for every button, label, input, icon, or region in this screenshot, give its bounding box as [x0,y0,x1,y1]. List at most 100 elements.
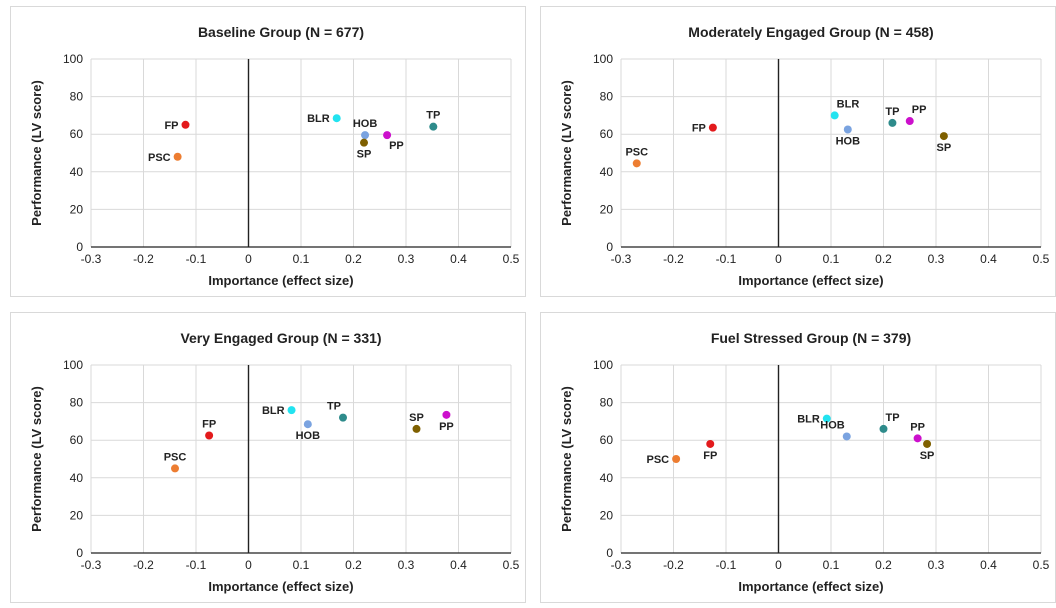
x-axis-label: Importance (effect size) [738,579,883,594]
point-label-psc: PSC [625,146,648,158]
y-tick-label: 100 [593,358,613,372]
chart-panel-fuel-stressed: Fuel Stressed Group (N = 379) 0 20 40 60 80 10… [540,312,1056,603]
point-label-sp: SP [920,450,935,462]
x-tick-label: 0.2 [875,558,892,572]
point-label-blr: BLR [797,414,820,426]
x-tick-label: -0.2 [133,252,154,266]
point-label-tp: TP [886,412,900,424]
y-tick-label: 80 [70,90,84,104]
point-label-sp: SP [357,149,372,161]
data-point-pp [913,434,922,443]
x-tick-label: -0.1 [186,252,207,266]
y-tick-label: 60 [70,433,84,447]
point-label-sp: SP [409,412,424,424]
x-tick-label: 0.3 [928,558,945,572]
x-tick-label: 0.5 [1033,252,1050,266]
x-tick-label: 0.1 [823,252,840,266]
x-tick-label: -0.3 [81,558,102,572]
y-tick-label: 80 [600,396,614,410]
data-point-tp [339,413,347,422]
chart-svg: Fuel Stressed Group (N = 379) 0 20 40 60 80 10… [559,330,1050,594]
y-axis-label: Performance (LV score) [559,80,574,226]
y-tick-label: 80 [600,90,614,104]
y-tick-label: 40 [600,165,614,179]
x-tick-label: 0.4 [980,558,997,572]
data-point-hob [843,125,852,134]
chart-title: Fuel Stressed Group (N = 379) [711,330,911,346]
x-tick-label: -0.1 [716,558,737,572]
x-tick-label: 0.5 [1033,558,1050,572]
y-tick-label: 0 [606,546,613,560]
y-tick-label: 20 [70,202,84,216]
y-tick-label: 100 [63,52,83,66]
point-label-pp: PP [389,140,404,152]
chart-title: Very Engaged Group (N = 331) [180,330,381,346]
data-point-sp [412,424,421,433]
x-axis-label: Importance (effect size) [738,273,883,288]
x-tick-label: -0.1 [716,252,737,266]
point-label-hob: HOB [836,136,861,148]
point-label-tp: TP [327,401,341,413]
x-tick-label: 0.1 [293,558,310,572]
data-point-psc [632,159,641,168]
point-label-hob: HOB [353,118,378,130]
point-label-tp: TP [426,110,440,122]
data-point-hob [303,420,312,429]
y-axis-label: Performance (LV score) [29,386,44,532]
y-tick-label: 80 [70,396,84,410]
x-tick-label: 0.2 [875,252,892,266]
chart-panel-very-engaged: Very Engaged Group (N = 331) 0 20 40 60 80 100… [10,312,526,603]
y-tick-label: 0 [76,546,83,560]
data-point-blr [287,406,296,415]
y-tick-label: 20 [600,508,614,522]
y-tick-label: 40 [70,471,84,485]
data-point-pp [905,117,914,126]
point-label-pp: PP [439,421,454,433]
data-point-sp [923,439,932,448]
data-point-hob [361,131,370,140]
point-label-psc: PSC [647,454,670,466]
x-tick-label: -0.1 [186,558,207,572]
x-tick-label: -0.3 [611,558,632,572]
x-tick-label: 0 [775,558,782,572]
x-tick-label: 0 [775,252,782,266]
data-point-fp [706,439,715,448]
data-point-hob [842,432,851,441]
y-tick-label: 20 [70,508,84,522]
y-tick-label: 40 [70,165,84,179]
point-label-pp: PP [910,421,925,433]
x-tick-label: 0.3 [398,252,415,266]
point-label-tp: TP [885,106,899,118]
data-point-pp [442,410,451,419]
x-tick-label: 0.3 [398,558,415,572]
point-label-fp: FP [703,450,717,462]
data-point-tp [429,122,438,131]
point-label-sp: SP [937,142,952,154]
y-axis-label: Performance (LV score) [559,386,574,532]
point-label-psc: PSC [164,451,187,463]
data-point-psc [171,464,179,473]
x-axis-label: Importance (effect size) [208,579,353,594]
x-tick-label: -0.2 [663,558,684,572]
data-point-sp [939,132,948,141]
point-label-blr: BLR [307,113,330,125]
data-point-fp [708,123,717,132]
x-tick-label: 0.4 [450,558,467,572]
y-tick-label: 60 [600,433,614,447]
x-tick-label: 0.2 [345,558,362,572]
data-point-psc [173,152,182,161]
data-point-fp [205,431,214,440]
chart-title: Baseline Group (N = 677) [198,24,364,40]
data-point-psc [672,455,681,463]
data-point-blr [822,414,831,423]
x-tick-label: 0 [245,252,252,266]
x-tick-label: 0.5 [503,252,520,266]
x-axis-label: Importance (effect size) [208,273,353,288]
chart-svg: Baseline Group (N = 677) 0 20 40 60 80 100 -0.3… [29,24,520,288]
y-tick-label: 60 [600,127,614,141]
x-tick-label: -0.2 [133,558,154,572]
point-label-blr: BLR [837,98,860,110]
y-tick-label: 0 [76,240,83,254]
y-tick-label: 100 [63,358,83,372]
y-tick-label: 0 [606,240,613,254]
